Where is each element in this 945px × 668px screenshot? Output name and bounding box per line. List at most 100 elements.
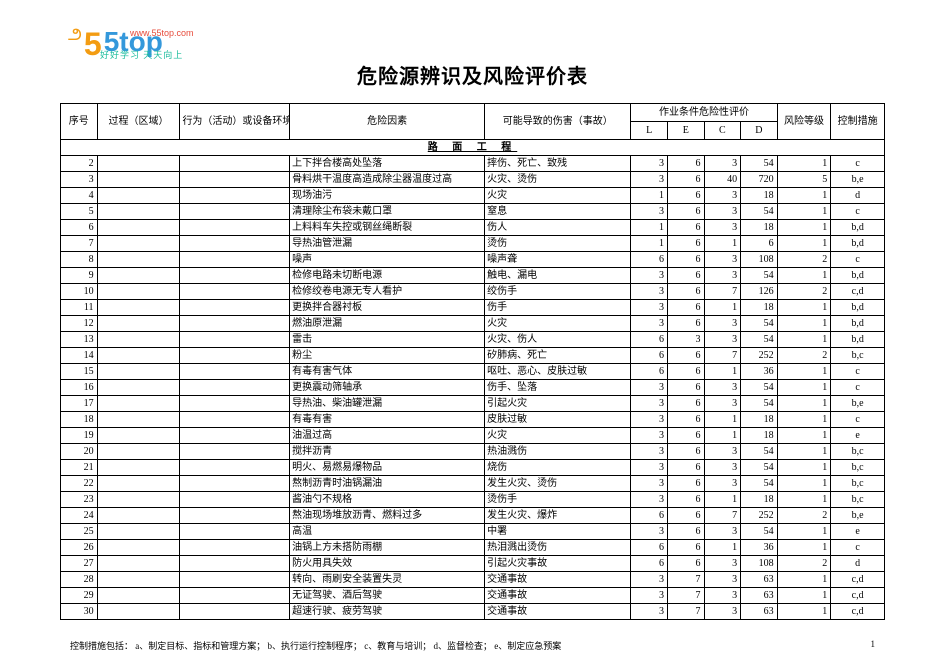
cell-risk: 检修绞卷电源无专人看护 xyxy=(290,284,485,300)
cell-D: 6 xyxy=(741,236,778,252)
cell-C: 1 xyxy=(704,428,741,444)
cell-level: 1 xyxy=(777,380,831,396)
cell-L: 6 xyxy=(631,556,668,572)
cell-act xyxy=(180,524,290,540)
cell-level: 1 xyxy=(777,300,831,316)
cell-D: 18 xyxy=(741,492,778,508)
hdr-ctrl: 控制措施 xyxy=(831,104,885,140)
cell-harm: 伤手 xyxy=(485,300,631,316)
table-row: 13雷击火灾、伤人633541b,d xyxy=(61,332,885,348)
table-row: 27防火用具失效引起火灾事故6631082d xyxy=(61,556,885,572)
cell-risk: 有毒有害 xyxy=(290,412,485,428)
cell-risk: 上下拌合楼高处坠落 xyxy=(290,156,485,172)
cell-seq: 11 xyxy=(61,300,98,316)
cell-D: 63 xyxy=(741,572,778,588)
cell-L: 6 xyxy=(631,252,668,268)
cell-E: 6 xyxy=(667,444,704,460)
cell-E: 6 xyxy=(667,476,704,492)
cell-D: 54 xyxy=(741,396,778,412)
cell-D: 18 xyxy=(741,220,778,236)
cell-E: 6 xyxy=(667,380,704,396)
cell-E: 6 xyxy=(667,172,704,188)
page-title: 危险源辨识及风险评价表 xyxy=(60,60,885,89)
cell-L: 1 xyxy=(631,188,668,204)
cell-harm: 摔伤、死亡、致残 xyxy=(485,156,631,172)
cell-risk: 更换震动筛轴承 xyxy=(290,380,485,396)
cell-proc xyxy=(97,284,180,300)
cell-C: 1 xyxy=(704,300,741,316)
cell-harm: 噪声聋 xyxy=(485,252,631,268)
cell-level: 2 xyxy=(777,284,831,300)
cell-ctrl: b,d xyxy=(831,236,885,252)
cell-C: 3 xyxy=(704,460,741,476)
cell-D: 54 xyxy=(741,524,778,540)
cell-risk: 搅拌沥青 xyxy=(290,444,485,460)
logo-slogan: 好好学习 天天向上 xyxy=(100,48,183,61)
cell-ctrl: c,d xyxy=(831,604,885,620)
cell-E: 6 xyxy=(667,220,704,236)
cell-ctrl: e xyxy=(831,524,885,540)
cell-level: 2 xyxy=(777,252,831,268)
cell-seq: 4 xyxy=(61,188,98,204)
table-body: 路 面 工 程 2上下拌合楼高处坠落摔伤、死亡、致残363541c3骨料烘干温度… xyxy=(61,140,885,620)
cell-C: 1 xyxy=(704,492,741,508)
cell-L: 3 xyxy=(631,604,668,620)
cell-C: 3 xyxy=(704,572,741,588)
cell-harm: 火灾 xyxy=(485,188,631,204)
hdr-seq: 序号 xyxy=(61,104,98,140)
table-row: 30超速行驶、疲劳驾驶交通事故373631c,d xyxy=(61,604,885,620)
cell-risk: 噪声 xyxy=(290,252,485,268)
cell-ctrl: b,c xyxy=(831,348,885,364)
table-row: 23酱油勺不规格烫伤手361181b,c xyxy=(61,492,885,508)
hdr-act: 行为（活动）或设备环境 xyxy=(180,104,290,140)
cell-E: 6 xyxy=(667,316,704,332)
cell-proc xyxy=(97,380,180,396)
cell-E: 6 xyxy=(667,540,704,556)
cell-C: 7 xyxy=(704,284,741,300)
cell-risk: 熬油现场堆放沥青、燃料过多 xyxy=(290,508,485,524)
cell-seq: 26 xyxy=(61,540,98,556)
page-number: 1 xyxy=(871,639,876,652)
cell-seq: 16 xyxy=(61,380,98,396)
cell-level: 1 xyxy=(777,268,831,284)
hdr-L: L xyxy=(631,122,668,140)
table-row: 20搅拌沥青热油溅伤363541b,c xyxy=(61,444,885,460)
cell-harm: 窒息 xyxy=(485,204,631,220)
cell-proc xyxy=(97,492,180,508)
cell-risk: 油温过高 xyxy=(290,428,485,444)
cell-seq: 20 xyxy=(61,444,98,460)
cell-C: 1 xyxy=(704,540,741,556)
cell-proc xyxy=(97,604,180,620)
cell-act xyxy=(180,188,290,204)
cell-act xyxy=(180,508,290,524)
cell-seq: 14 xyxy=(61,348,98,364)
cell-L: 3 xyxy=(631,268,668,284)
cell-E: 6 xyxy=(667,188,704,204)
cell-L: 3 xyxy=(631,300,668,316)
cell-risk: 导热油管泄漏 xyxy=(290,236,485,252)
cell-act xyxy=(180,300,290,316)
cell-D: 63 xyxy=(741,588,778,604)
cell-E: 7 xyxy=(667,588,704,604)
cell-D: 18 xyxy=(741,428,778,444)
cell-risk: 清理除尘布袋未戴口罩 xyxy=(290,204,485,220)
cell-ctrl: b,d xyxy=(831,332,885,348)
cell-seq: 30 xyxy=(61,604,98,620)
cell-act xyxy=(180,428,290,444)
cell-risk: 现场油污 xyxy=(290,188,485,204)
cell-seq: 28 xyxy=(61,572,98,588)
hdr-harm: 可能导致的伤害（事故） xyxy=(485,104,631,140)
cell-level: 1 xyxy=(777,604,831,620)
cell-L: 3 xyxy=(631,172,668,188)
cell-proc xyxy=(97,412,180,428)
cell-harm: 触电、漏电 xyxy=(485,268,631,284)
cell-risk: 上料料车失控或钢丝绳断裂 xyxy=(290,220,485,236)
cell-proc xyxy=(97,204,180,220)
cell-proc xyxy=(97,476,180,492)
cell-act xyxy=(180,492,290,508)
cell-harm: 火灾 xyxy=(485,316,631,332)
cell-act xyxy=(180,396,290,412)
cell-risk: 酱油勺不规格 xyxy=(290,492,485,508)
cell-D: 108 xyxy=(741,252,778,268)
cell-C: 3 xyxy=(704,588,741,604)
